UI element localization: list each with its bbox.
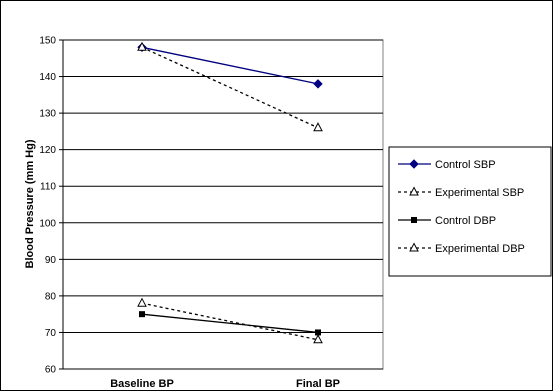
y-tick-label: 110	[40, 182, 56, 193]
data-point-triangle	[313, 122, 323, 132]
data-point-square	[139, 311, 145, 318]
legend-entry-label: Experimental DBP	[435, 243, 525, 255]
y-tick-label: 120	[39, 145, 56, 156]
legend-entry-label: Control DBP	[435, 215, 496, 227]
y-tick-label: 90	[45, 255, 57, 266]
legend: Control SBP Experimental SBP Control DBP Ex…	[388, 146, 552, 277]
y-tick-label: 70	[45, 328, 57, 339]
series-line	[141, 46, 319, 129]
legend-entry-label: Experimental SBP	[435, 187, 524, 199]
data-point-triangle	[313, 334, 323, 344]
series-line	[141, 46, 319, 85]
legend-box	[388, 146, 552, 277]
y-tick-label: 140	[39, 72, 56, 83]
data-point-triangle	[137, 297, 147, 307]
plot-area	[62, 39, 384, 370]
y-tick-label: 130	[39, 109, 56, 120]
data-point-triangle	[409, 186, 419, 196]
data-point-triangle	[137, 41, 147, 51]
data-point-square	[411, 217, 417, 223]
y-tick-label: 80	[45, 291, 57, 302]
data-point-diamond	[409, 159, 419, 169]
legend-entry-label: Control SBP	[435, 159, 496, 171]
y-axis-title: Blood Pressure (mm Hg)	[24, 139, 36, 268]
y-tick-label: 60	[45, 365, 57, 376]
x-category-label: Final BP	[296, 378, 340, 390]
y-tick-label: 150	[39, 36, 56, 47]
series-line	[141, 313, 319, 334]
data-point-diamond	[313, 79, 323, 89]
series-experimental-dbp	[137, 297, 323, 344]
x-category-label: Baseline BP	[110, 378, 174, 390]
data-point-triangle	[409, 242, 419, 252]
y-tick-label: 100	[39, 218, 56, 229]
series-control-dbp	[139, 311, 321, 336]
series-experimental-sbp	[137, 41, 323, 132]
